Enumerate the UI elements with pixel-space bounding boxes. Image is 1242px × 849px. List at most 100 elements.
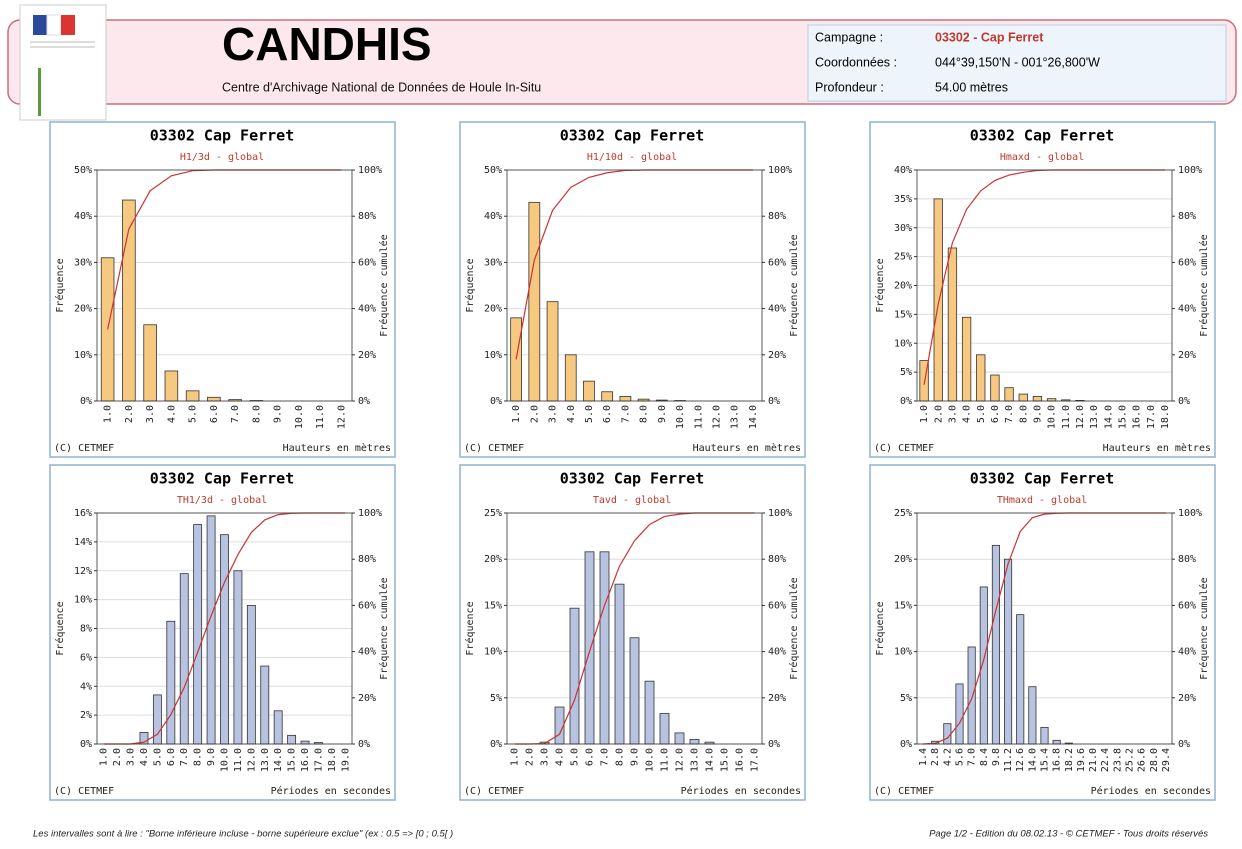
y2-axis-label: Fréquence cumulée bbox=[378, 234, 390, 336]
bar bbox=[1040, 726, 1049, 745]
y-tick-label: 0% bbox=[80, 739, 92, 750]
footer-note: Les intervalles sont à lire : "Borne inf… bbox=[33, 829, 453, 840]
y-tick-label: 20% bbox=[484, 304, 502, 315]
flag-blue bbox=[33, 15, 47, 35]
x-tick-label: 28.0 bbox=[1149, 748, 1160, 772]
y2-tick-label: 0% bbox=[1178, 396, 1190, 407]
plot-frame bbox=[916, 512, 1173, 745]
x-tick-label: 11.0 bbox=[693, 405, 704, 429]
x-tick-label: 26.6 bbox=[1137, 748, 1148, 772]
x-tick-label: 7.0 bbox=[600, 748, 611, 766]
x-tick-label: 10.0 bbox=[645, 748, 656, 772]
y-tick-label: 15% bbox=[484, 600, 502, 611]
x-tick-label: 15.0 bbox=[720, 748, 731, 772]
x-tick-label: 7.0 bbox=[1004, 405, 1015, 423]
x-tick-label: 2.0 bbox=[529, 405, 540, 423]
bar bbox=[1016, 614, 1025, 745]
x-tick-label: 7.0 bbox=[967, 748, 978, 766]
x-tick-label: 4.0 bbox=[555, 748, 566, 766]
chart-subtitle: Hmaxd - global bbox=[1000, 152, 1084, 163]
x-tick-label: 25.2 bbox=[1125, 748, 1136, 772]
y-tick-label: 2% bbox=[80, 710, 92, 721]
y-tick-label: 8% bbox=[80, 624, 92, 635]
bar bbox=[260, 665, 270, 745]
bar bbox=[287, 734, 297, 745]
x-tick-label: 8.0 bbox=[1018, 405, 1029, 423]
y-tick-label: 40% bbox=[74, 211, 92, 222]
x-tick-label: 3.0 bbox=[947, 405, 958, 423]
x-tick-label: 29.4 bbox=[1161, 748, 1172, 772]
bar bbox=[206, 515, 216, 745]
y2-tick-label: 80% bbox=[768, 211, 786, 222]
bar bbox=[193, 524, 203, 745]
x-tick-label: 9.0 bbox=[273, 405, 284, 423]
y2-tick-label: 0% bbox=[358, 739, 370, 750]
x-tick-label: 1.0 bbox=[511, 405, 522, 423]
y2-tick-label: 60% bbox=[358, 257, 376, 268]
bar bbox=[528, 201, 541, 402]
y2-tick-label: 20% bbox=[358, 350, 376, 361]
flag-red bbox=[61, 15, 75, 35]
x-tick-label: 12.6 bbox=[1015, 748, 1026, 772]
chart-subtitle: TH1/3d - global bbox=[177, 495, 267, 506]
x-tick-label: 16.0 bbox=[1132, 405, 1143, 429]
y2-axis-label: Fréquence cumulée bbox=[378, 577, 390, 679]
bar bbox=[976, 354, 986, 402]
y2-tick-label: 60% bbox=[1178, 600, 1196, 611]
x-tick-label: 14.0 bbox=[748, 405, 759, 429]
x-tick-label: 17.0 bbox=[313, 748, 324, 772]
y2-tick-label: 80% bbox=[768, 554, 786, 565]
x-tick-label: 1.4 bbox=[918, 748, 929, 766]
x-tick-label: 10.0 bbox=[294, 405, 305, 429]
x-tick-label: 9.0 bbox=[206, 748, 217, 766]
bar bbox=[273, 710, 283, 745]
bar bbox=[1004, 558, 1013, 745]
y-tick-label: 0% bbox=[490, 739, 502, 750]
bar bbox=[584, 551, 595, 745]
x-tick-label: 10.0 bbox=[675, 405, 686, 429]
x-tick-label: 18.2 bbox=[1064, 748, 1075, 772]
y2-tick-label: 100% bbox=[1178, 165, 1202, 176]
y-tick-label: 5% bbox=[490, 693, 502, 704]
y2-tick-label: 20% bbox=[1178, 350, 1196, 361]
plot-frame bbox=[96, 512, 353, 745]
y-tick-label: 0% bbox=[490, 396, 502, 407]
x-tick-label: 13.0 bbox=[260, 748, 271, 772]
bar bbox=[164, 370, 179, 402]
bar bbox=[599, 551, 610, 745]
bar bbox=[990, 374, 1000, 402]
x-tick-label: 9.8 bbox=[991, 748, 1002, 766]
y-tick-label: 10% bbox=[74, 595, 92, 606]
y-tick-label: 0% bbox=[80, 396, 92, 407]
y-tick-label: 10% bbox=[484, 350, 502, 361]
bar bbox=[1052, 739, 1061, 745]
y-tick-label: 14% bbox=[74, 537, 92, 548]
bar bbox=[569, 607, 580, 745]
y-tick-label: 25% bbox=[894, 508, 912, 519]
x-tick-label: 3.0 bbox=[145, 405, 156, 423]
x-tick-label: 4.0 bbox=[166, 405, 177, 423]
y-axis-label: Fréquence bbox=[874, 601, 886, 655]
y2-tick-label: 20% bbox=[768, 693, 786, 704]
x-tick-label: 2.0 bbox=[525, 748, 536, 766]
x-tick-label: 14.0 bbox=[273, 748, 284, 772]
y-tick-label: 20% bbox=[484, 554, 502, 565]
x-tick-label: 4.0 bbox=[139, 748, 150, 766]
header-title: CANDHIS bbox=[222, 18, 432, 70]
y-tick-label: 40% bbox=[894, 165, 912, 176]
x-tick-label: 19.0 bbox=[340, 748, 351, 772]
y2-tick-label: 0% bbox=[768, 396, 780, 407]
bar bbox=[619, 395, 632, 402]
y-tick-label: 50% bbox=[74, 165, 92, 176]
x-tick-label: 9.0 bbox=[1032, 405, 1043, 423]
x-tick-label: 10.0 bbox=[1047, 405, 1058, 429]
y-axis-label: Fréquence bbox=[54, 258, 66, 312]
x-tick-label: 12.0 bbox=[711, 405, 722, 429]
info-label: Coordonnées : bbox=[815, 55, 897, 69]
bar bbox=[220, 534, 229, 745]
x-tick-label: 9.0 bbox=[630, 748, 641, 766]
y-tick-label: 50% bbox=[484, 165, 502, 176]
bar bbox=[207, 396, 221, 402]
y-tick-label: 4% bbox=[80, 681, 92, 692]
